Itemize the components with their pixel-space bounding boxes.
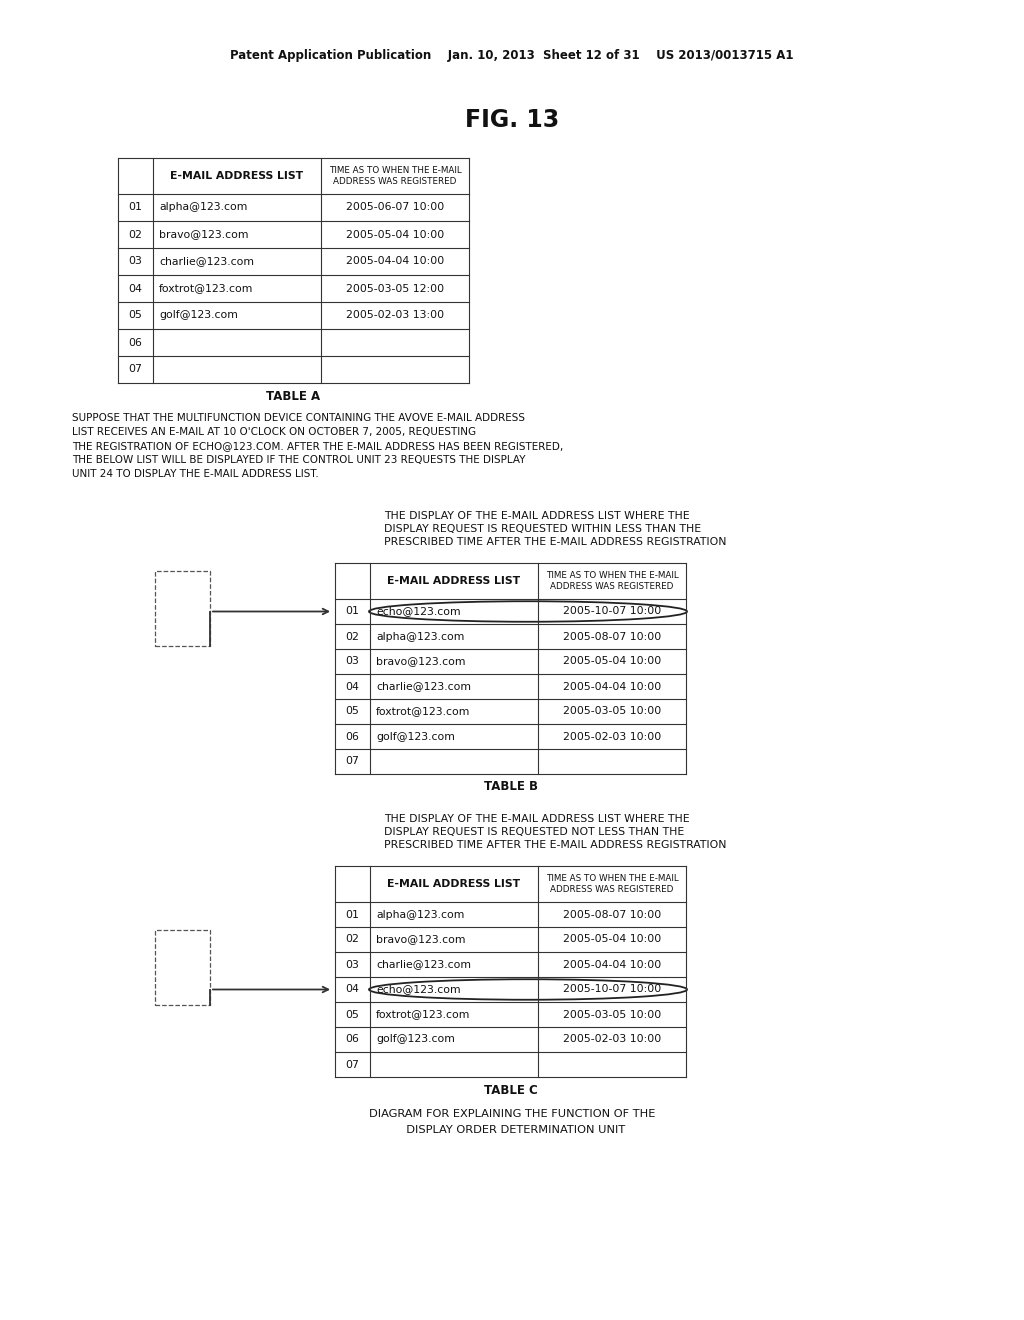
Text: foxtrot@123.com: foxtrot@123.com xyxy=(376,1010,470,1019)
Text: alpha@123.com: alpha@123.com xyxy=(376,631,464,642)
Text: TIME AS TO WHEN THE E-MAIL
ADDRESS WAS REGISTERED: TIME AS TO WHEN THE E-MAIL ADDRESS WAS R… xyxy=(546,572,678,591)
Text: TABLE A: TABLE A xyxy=(266,391,321,404)
Text: 03: 03 xyxy=(345,656,359,667)
Text: TIME AS TO WHEN THE E-MAIL
ADDRESS WAS REGISTERED: TIME AS TO WHEN THE E-MAIL ADDRESS WAS R… xyxy=(329,166,462,186)
Text: golf@123.com: golf@123.com xyxy=(376,731,455,742)
Bar xyxy=(155,929,210,1005)
Text: bravo@123.com: bravo@123.com xyxy=(376,656,466,667)
Text: 05: 05 xyxy=(345,706,359,717)
Text: bravo@123.com: bravo@123.com xyxy=(376,935,466,945)
Text: 2005-05-04 10:00: 2005-05-04 10:00 xyxy=(346,230,444,239)
Text: echo@123.com: echo@123.com xyxy=(376,985,461,994)
Text: charlie@123.com: charlie@123.com xyxy=(376,960,471,969)
Text: 06: 06 xyxy=(345,1035,359,1044)
Text: Patent Application Publication    Jan. 10, 2013  Sheet 12 of 31    US 2013/00137: Patent Application Publication Jan. 10, … xyxy=(230,49,794,62)
Text: 07: 07 xyxy=(345,1060,359,1069)
Text: SUPPOSE THAT THE MULTIFUNCTION DEVICE CONTAINING THE AVOVE E-MAIL ADDRESS
LIST R: SUPPOSE THAT THE MULTIFUNCTION DEVICE CO… xyxy=(72,413,563,479)
Text: 02: 02 xyxy=(345,631,359,642)
Text: bravo@123.com: bravo@123.com xyxy=(159,230,249,239)
Text: 04: 04 xyxy=(129,284,142,293)
Bar xyxy=(155,572,210,645)
Text: 2005-02-03 10:00: 2005-02-03 10:00 xyxy=(563,1035,662,1044)
Text: 01: 01 xyxy=(345,909,359,920)
Text: 2005-02-03 10:00: 2005-02-03 10:00 xyxy=(563,731,662,742)
Text: TABLE C: TABLE C xyxy=(483,1084,538,1097)
Text: DISPLAY ORDER DETERMINATION UNIT: DISPLAY ORDER DETERMINATION UNIT xyxy=(399,1125,625,1135)
Text: FIG. 13: FIG. 13 xyxy=(465,108,559,132)
Text: 2005-08-07 10:00: 2005-08-07 10:00 xyxy=(563,909,662,920)
Text: 04: 04 xyxy=(345,985,359,994)
Text: 03: 03 xyxy=(345,960,359,969)
Text: TIME AS TO WHEN THE E-MAIL
ADDRESS WAS REGISTERED: TIME AS TO WHEN THE E-MAIL ADDRESS WAS R… xyxy=(546,874,678,894)
Text: charlie@123.com: charlie@123.com xyxy=(159,256,254,267)
Text: 2005-03-05 10:00: 2005-03-05 10:00 xyxy=(563,1010,662,1019)
Text: 07: 07 xyxy=(129,364,142,375)
Text: DIAGRAM FOR EXPLAINING THE FUNCTION OF THE: DIAGRAM FOR EXPLAINING THE FUNCTION OF T… xyxy=(369,1109,655,1119)
Text: 2005-04-04 10:00: 2005-04-04 10:00 xyxy=(563,681,662,692)
Text: 06: 06 xyxy=(129,338,142,347)
Text: E-MAIL ADDRESS LIST: E-MAIL ADDRESS LIST xyxy=(170,172,303,181)
Text: 07: 07 xyxy=(345,756,359,767)
Text: 01: 01 xyxy=(345,606,359,616)
Text: 2005-05-04 10:00: 2005-05-04 10:00 xyxy=(563,656,662,667)
Text: 05: 05 xyxy=(345,1010,359,1019)
Text: 2005-03-05 10:00: 2005-03-05 10:00 xyxy=(563,706,662,717)
Text: alpha@123.com: alpha@123.com xyxy=(376,909,464,920)
Text: THE DISPLAY OF THE E-MAIL ADDRESS LIST WHERE THE
DISPLAY REQUEST IS REQUESTED WI: THE DISPLAY OF THE E-MAIL ADDRESS LIST W… xyxy=(384,511,726,548)
Text: 06: 06 xyxy=(345,731,359,742)
Text: 04: 04 xyxy=(345,681,359,692)
Text: TABLE B: TABLE B xyxy=(483,780,538,793)
Text: E-MAIL ADDRESS LIST: E-MAIL ADDRESS LIST xyxy=(387,879,520,888)
Text: 01: 01 xyxy=(129,202,142,213)
Text: alpha@123.com: alpha@123.com xyxy=(159,202,248,213)
Text: 02: 02 xyxy=(345,935,359,945)
Text: foxtrot@123.com: foxtrot@123.com xyxy=(376,706,470,717)
Text: 2005-05-04 10:00: 2005-05-04 10:00 xyxy=(563,935,662,945)
Text: 2005-10-07 10:00: 2005-10-07 10:00 xyxy=(563,606,662,616)
Text: 05: 05 xyxy=(129,310,142,321)
Text: 02: 02 xyxy=(129,230,142,239)
Text: golf@123.com: golf@123.com xyxy=(159,310,238,321)
Text: 2005-04-04 10:00: 2005-04-04 10:00 xyxy=(346,256,444,267)
Text: 2005-10-07 10:00: 2005-10-07 10:00 xyxy=(563,985,662,994)
Text: charlie@123.com: charlie@123.com xyxy=(376,681,471,692)
Text: foxtrot@123.com: foxtrot@123.com xyxy=(159,284,253,293)
Text: THE DISPLAY OF THE E-MAIL ADDRESS LIST WHERE THE
DISPLAY REQUEST IS REQUESTED NO: THE DISPLAY OF THE E-MAIL ADDRESS LIST W… xyxy=(384,814,726,850)
Text: E-MAIL ADDRESS LIST: E-MAIL ADDRESS LIST xyxy=(387,576,520,586)
Text: 2005-02-03 13:00: 2005-02-03 13:00 xyxy=(346,310,444,321)
Text: 2005-06-07 10:00: 2005-06-07 10:00 xyxy=(346,202,444,213)
Text: 2005-08-07 10:00: 2005-08-07 10:00 xyxy=(563,631,662,642)
Text: golf@123.com: golf@123.com xyxy=(376,1035,455,1044)
Text: 03: 03 xyxy=(129,256,142,267)
Text: 2005-04-04 10:00: 2005-04-04 10:00 xyxy=(563,960,662,969)
Text: 2005-03-05 12:00: 2005-03-05 12:00 xyxy=(346,284,444,293)
Text: echo@123.com: echo@123.com xyxy=(376,606,461,616)
